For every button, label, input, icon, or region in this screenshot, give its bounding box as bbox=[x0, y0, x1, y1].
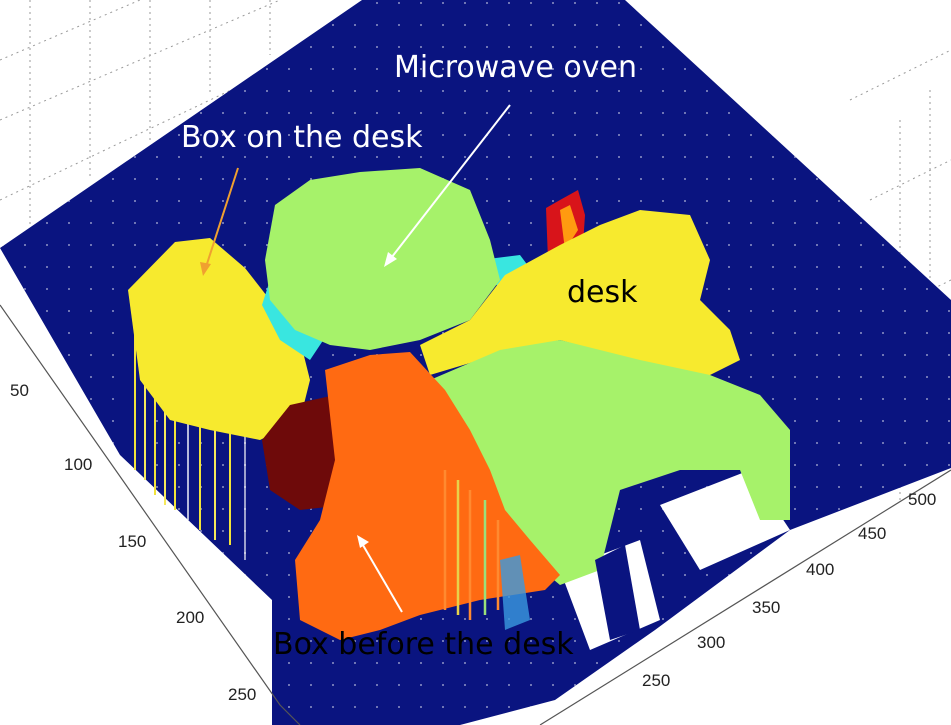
x-axis-edge bbox=[539, 469, 951, 725]
label-box-on-the-desk: Box on the desk bbox=[181, 120, 423, 155]
region-box-on-desk bbox=[128, 238, 310, 440]
label-desk: desk bbox=[567, 275, 638, 310]
region-box-before-desk bbox=[295, 352, 560, 640]
annotations: Microwave oven Box on the desk desk Box … bbox=[181, 50, 638, 662]
y-tick-100: 100 bbox=[64, 455, 92, 474]
region-orange-spike bbox=[560, 205, 578, 250]
region-desk-lower bbox=[430, 340, 790, 585]
arrow-box-on-desk bbox=[204, 167, 239, 271]
arrowhead-box-on-desk bbox=[200, 262, 211, 276]
y-tick-250: 250 bbox=[228, 685, 256, 704]
x-tick-300: 300 bbox=[697, 633, 725, 652]
arrowhead-box-before-desk bbox=[357, 535, 369, 548]
annotation-arrows bbox=[200, 104, 511, 613]
x-tick-250: 250 bbox=[642, 671, 670, 690]
region-desk bbox=[420, 210, 740, 380]
arrow-box-before-desk bbox=[359, 539, 403, 613]
y-axis-ticks: 50 100 150 200 250 bbox=[10, 381, 256, 704]
drape-slabs-right bbox=[500, 545, 640, 640]
drape-streaks-orange bbox=[443, 470, 500, 620]
x-tick-350: 350 bbox=[752, 598, 780, 617]
x-axis-ticks: 250 300 350 400 450 500 bbox=[642, 490, 936, 690]
x-tick-400: 400 bbox=[806, 560, 834, 579]
y-tick-150: 150 bbox=[118, 532, 146, 551]
x-tick-450: 450 bbox=[858, 524, 886, 543]
y-tick-200: 200 bbox=[176, 608, 204, 627]
x-tick-500: 500 bbox=[908, 490, 936, 509]
y-axis-edge bbox=[0, 304, 301, 725]
region-microwave bbox=[265, 168, 500, 350]
arrowhead-microwave bbox=[384, 252, 397, 267]
arrow-microwave bbox=[387, 104, 511, 263]
label-box-before-the-desk: Box before the desk bbox=[273, 627, 574, 662]
label-microwave-oven: Microwave oven bbox=[394, 50, 637, 85]
y-tick-50: 50 bbox=[10, 381, 29, 400]
